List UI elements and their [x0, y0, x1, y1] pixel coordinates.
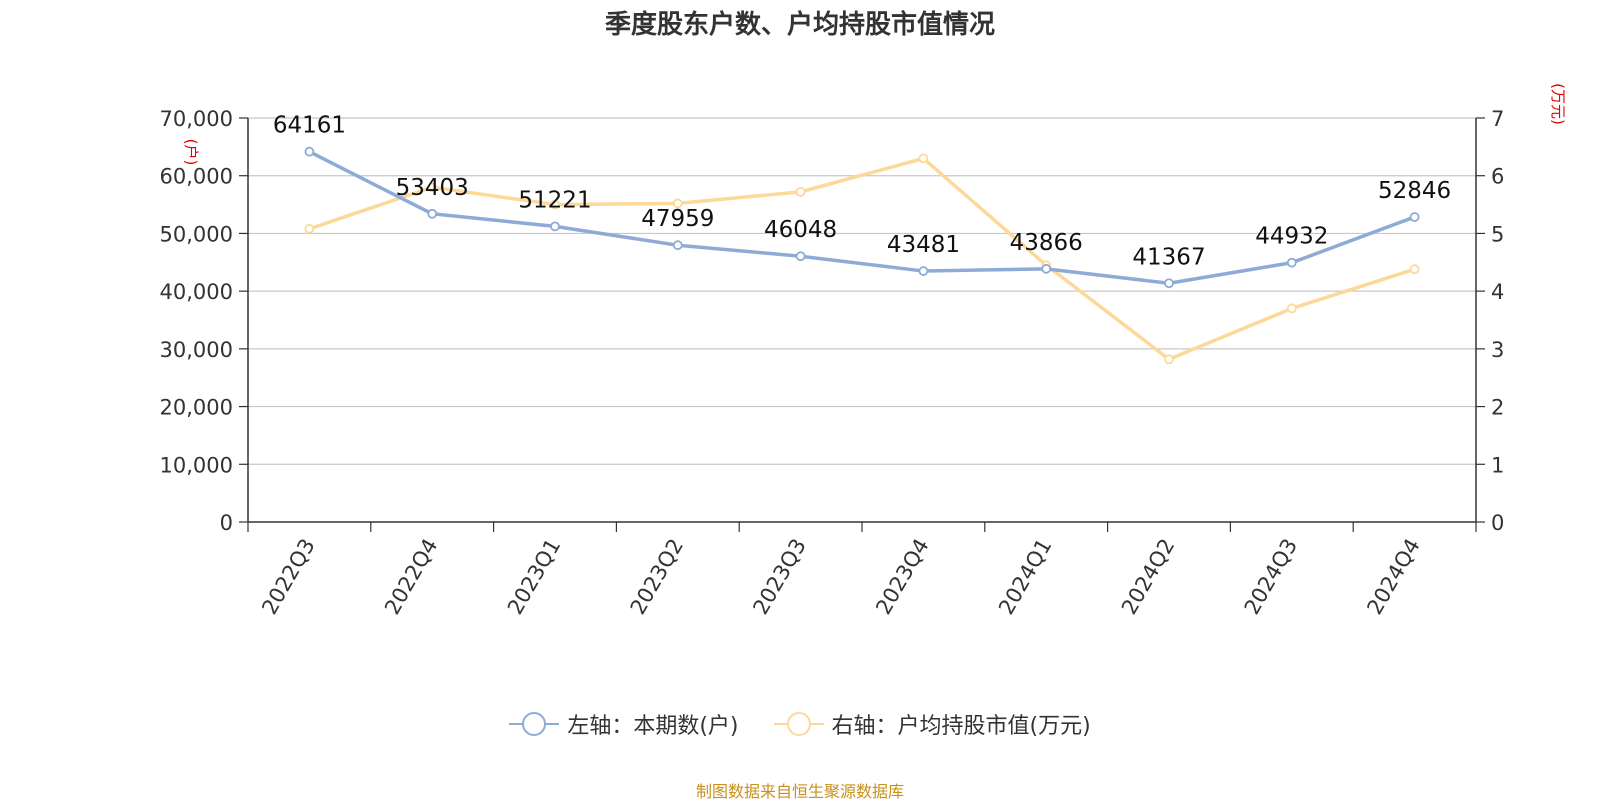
right-tick-label: 6 — [1491, 165, 1504, 189]
shareholder-count-point — [427, 208, 438, 219]
left-tick-label: 20,000 — [160, 396, 233, 420]
right-tick-label: 4 — [1491, 280, 1504, 304]
legend-label: 左轴：本期数(户) — [567, 714, 739, 739]
data-label: 43481 — [887, 232, 960, 258]
axes — [239, 117, 1485, 532]
data-label: 52846 — [1378, 178, 1451, 204]
x-tick-label: 2023Q4 — [871, 535, 933, 619]
data-label: 41367 — [1132, 244, 1205, 270]
left-tick-label: 40,000 — [160, 280, 233, 304]
left-tick-label: 70,000 — [160, 107, 233, 131]
avg-holding-value-point — [1286, 303, 1297, 314]
data-label: 53403 — [396, 175, 469, 201]
shareholder-count-point — [918, 266, 929, 276]
avg-holding-value-point — [672, 198, 683, 209]
x-tick-label: 2023Q3 — [748, 535, 810, 619]
legend-label: 右轴：户均持股市值(万元) — [831, 714, 1091, 739]
x-axis-ticks: 2022Q3 2022Q4 2023Q1 2023Q2 2023Q3 2023Q4 2024… — [257, 535, 1425, 619]
left-tick-label: 10,000 — [160, 453, 233, 477]
data-label: 44932 — [1255, 224, 1328, 250]
avg-holding-value-point — [304, 223, 315, 234]
legend-line-circle-icon — [773, 712, 824, 736]
avg-holding-value-point — [550, 199, 560, 210]
avg-holding-value-point — [427, 182, 438, 193]
right-tick-label: 5 — [1491, 222, 1504, 246]
left-tick-label: 0 — [220, 511, 233, 535]
legend-item-avg-holding-value[interactable]: 右轴：户均持股市值(万元) — [773, 708, 1091, 740]
right-axis-ticks: 0 1 2 3 4 5 6 7 — [1491, 107, 1504, 535]
avg-holding-value-point — [1164, 354, 1174, 365]
shareholder-count-point — [1409, 212, 1420, 222]
right-tick-label: 0 — [1491, 511, 1504, 535]
data-source-note: 制图数据来自恒生聚源数据库 — [695, 782, 904, 801]
avg-holding-value-point — [918, 153, 929, 164]
shareholder-count-point — [1164, 278, 1174, 289]
data-label: 47959 — [641, 206, 714, 232]
shareholder-count-point — [1286, 257, 1297, 268]
legend-line-circle-icon — [509, 712, 560, 736]
left-axis-unit: (户) — [182, 139, 200, 166]
legend: 左轴：本期数(户) 右轴：户均持股市值(万元) — [0, 708, 1600, 740]
left-tick-label: 50,000 — [160, 222, 233, 246]
x-tick-label: 2024Q4 — [1362, 535, 1424, 619]
data-label: 43866 — [1010, 230, 1083, 256]
avg-holding-value-line — [308, 156, 1416, 361]
x-tick-label: 2023Q1 — [503, 535, 565, 619]
avg-holding-value-point — [1409, 264, 1420, 275]
data-labels: 64161 53403 51221 47959 46048 43481 43866 41367… — [273, 113, 1451, 271]
right-tick-label: 3 — [1491, 338, 1504, 362]
left-axis-ticks: 0 10,000 20,000 30,000 40,000 50,000 60,000 70,… — [160, 107, 233, 535]
shareholder-count-line — [308, 150, 1416, 286]
x-tick-label: 2022Q3 — [257, 535, 319, 619]
series-shareholder-count — [304, 146, 1420, 289]
series-avg-holding-value — [304, 153, 1420, 365]
left-tick-label: 30,000 — [160, 338, 233, 362]
shareholder-count-point — [672, 240, 683, 251]
right-axis-unit: (万元) — [1549, 83, 1567, 125]
shareholder-count-point — [1041, 263, 1052, 274]
x-tick-label: 2024Q3 — [1240, 535, 1302, 619]
shareholder-count-point — [550, 221, 560, 232]
avg-holding-value-point — [795, 186, 806, 197]
data-label: 46048 — [764, 217, 837, 243]
shareholder-count-point — [795, 251, 806, 262]
legend-item-shareholder-count[interactable]: 左轴：本期数(户) — [509, 708, 739, 740]
data-label: 51221 — [518, 187, 591, 213]
shareholder-count-point — [304, 146, 315, 157]
right-tick-label: 2 — [1491, 396, 1504, 420]
x-tick-label: 2024Q1 — [994, 535, 1056, 619]
right-tick-label: 1 — [1491, 453, 1504, 477]
x-tick-label: 2024Q2 — [1117, 535, 1179, 619]
left-tick-label: 60,000 — [160, 165, 233, 189]
gridlines — [248, 117, 1476, 465]
x-tick-label: 2023Q2 — [626, 535, 688, 619]
chart-title: 季度股东户数、户均持股市值情况 — [604, 10, 995, 40]
line-chart: 0 10,000 20,000 30,000 40,000 50,000 60,000 70,… — [160, 83, 1567, 619]
right-tick-label: 7 — [1491, 107, 1504, 131]
x-tick-label: 2022Q4 — [380, 535, 442, 619]
data-label: 64161 — [273, 113, 346, 139]
